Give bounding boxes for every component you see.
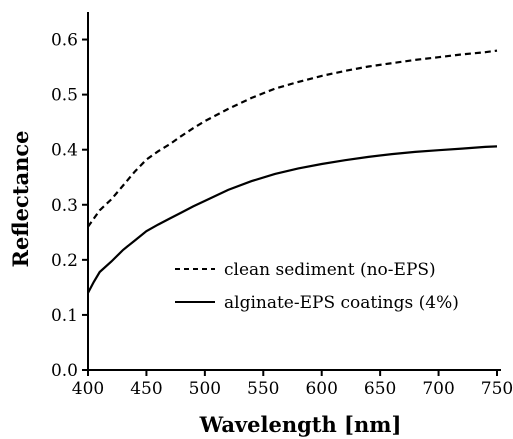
y-tick-label-0.2: 0.2 — [51, 251, 78, 271]
x-tick-label-400: 400 — [72, 379, 104, 399]
x-tick-label-600: 600 — [305, 379, 337, 399]
x-tick-label-750: 750 — [481, 379, 513, 399]
y-axis-title: Reflectance — [8, 131, 33, 268]
x-tick-label-700: 700 — [422, 379, 454, 399]
y-tick-label-0.6: 0.6 — [51, 31, 78, 51]
legend: clean sediment (no-EPS) alginate-EPS coa… — [175, 260, 459, 313]
y-tick-label-0.4: 0.4 — [51, 141, 78, 161]
x-axis-title: Wavelength [nm] — [199, 412, 402, 437]
x-ticks: 400 450 500 550 600 650 700 750 — [72, 370, 513, 399]
x-tick-label-550: 550 — [247, 379, 279, 399]
x-tick-label-650: 650 — [364, 379, 396, 399]
x-tick-label-500: 500 — [189, 379, 221, 399]
series-line-0 — [87, 49, 498, 228]
series-layer — [87, 49, 498, 294]
legend-label-alginate-eps: alginate-EPS coatings (4%) — [224, 293, 459, 313]
y-tick-label-0.0: 0.0 — [51, 361, 78, 381]
legend-label-clean-sediment: clean sediment (no-EPS) — [224, 260, 436, 280]
y-tick-label-0.5: 0.5 — [51, 86, 78, 106]
y-tick-label-0.1: 0.1 — [51, 306, 78, 326]
series-line-1 — [87, 145, 498, 294]
y-tick-label-0.3: 0.3 — [51, 196, 78, 216]
x-tick-label-450: 450 — [130, 379, 162, 399]
y-ticks: 0.0 0.1 0.2 0.3 0.4 0.5 0.6 — [51, 31, 88, 381]
